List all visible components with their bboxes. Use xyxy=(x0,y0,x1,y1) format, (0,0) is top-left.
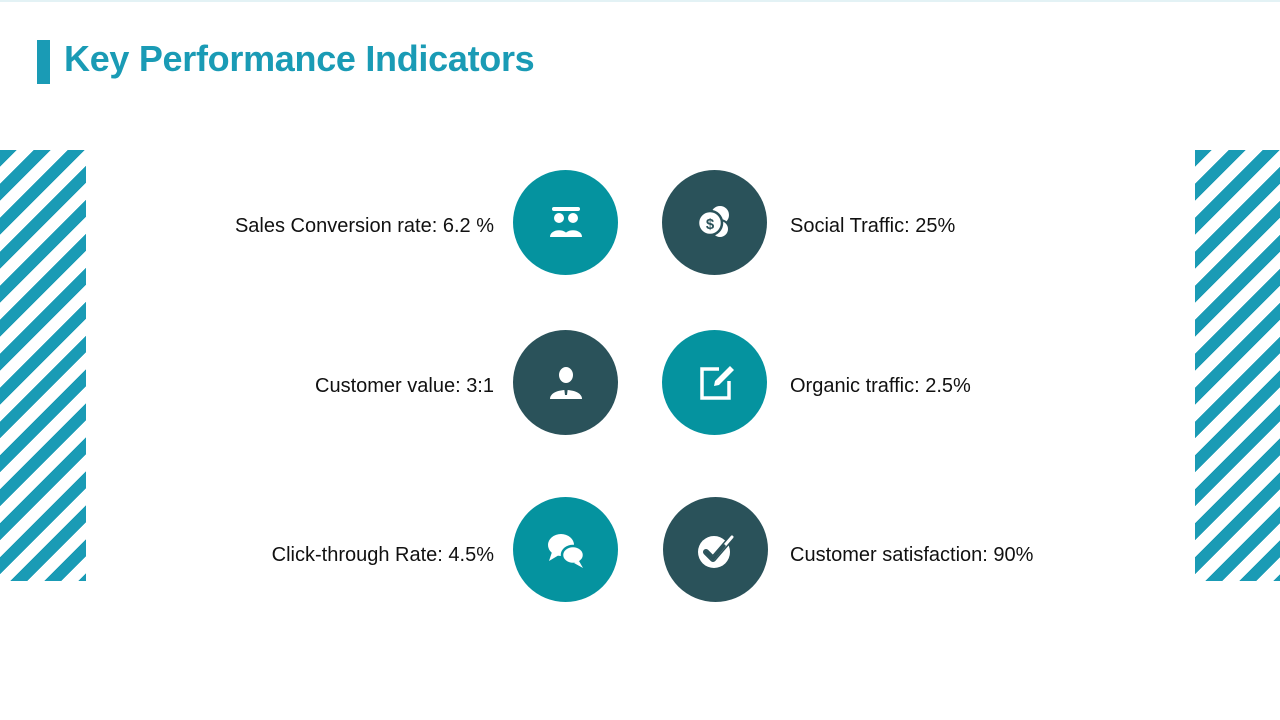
left-stripe-decoration xyxy=(0,150,86,581)
coins-icon: $ xyxy=(696,205,730,239)
kpi-click-through-circle xyxy=(513,497,618,602)
edit-icon xyxy=(699,365,734,400)
chat-icon xyxy=(547,533,585,568)
group-icon xyxy=(549,206,582,237)
person-icon xyxy=(549,366,582,399)
title-accent-bar xyxy=(37,40,50,84)
top-divider xyxy=(0,0,1280,2)
page-title: Key Performance Indicators xyxy=(64,38,535,79)
kpi-social-traffic-label: Social Traffic: 25% xyxy=(790,215,956,237)
kpi-customer-satisfaction-label: Customer satisfaction: 90% xyxy=(790,544,1034,566)
kpi-sales-conversion-label: Sales Conversion rate: 6.2 % xyxy=(234,215,494,237)
kpi-organic-traffic-label: Organic traffic: 2.5% xyxy=(790,375,971,397)
kpi-social-traffic-circle: $ xyxy=(662,170,767,275)
svg-text:$: $ xyxy=(705,216,714,233)
check-icon xyxy=(697,533,735,568)
kpi-organic-traffic-circle xyxy=(662,330,767,435)
kpi-customer-value-label: Customer value: 3:1 xyxy=(315,375,494,397)
kpi-customer-satisfaction-circle xyxy=(663,497,768,602)
kpi-click-through-label: Click-through Rate: 4.5% xyxy=(271,544,494,566)
kpi-customer-value-circle xyxy=(513,330,618,435)
right-stripe-decoration xyxy=(1195,150,1280,581)
kpi-sales-conversion-circle xyxy=(513,170,618,275)
